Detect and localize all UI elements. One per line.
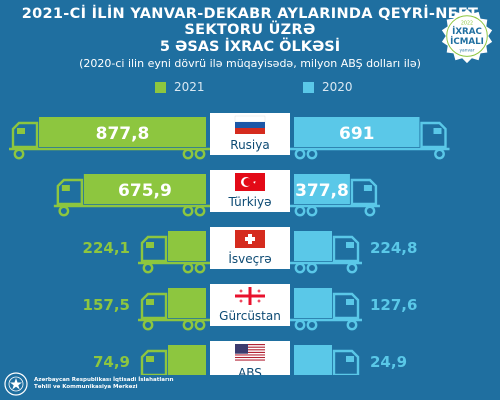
bar-2021-İsveçrə xyxy=(168,231,206,261)
wheel-icon xyxy=(182,262,194,274)
wheel-icon xyxy=(182,319,194,331)
usa-flag-icon xyxy=(235,344,265,362)
russia-flag-icon xyxy=(234,115,266,134)
wheel-icon xyxy=(194,205,206,217)
truck-cab-2020 xyxy=(332,235,360,263)
truck-cab-2021 xyxy=(140,349,168,375)
value-label-2021: 877,8 xyxy=(96,124,150,144)
wheel-icon xyxy=(294,148,306,160)
badge-month: yanvar xyxy=(459,48,474,54)
georgia-flag-icon xyxy=(235,287,265,305)
truck-chart: 877,8 691 Rusiya 675,9 377,8 Türkiyə 224,1 224,… xyxy=(9,113,450,375)
value-label-2020: 127,6 xyxy=(370,296,417,314)
wheel-icon xyxy=(194,148,206,160)
country-label: Rusiya xyxy=(230,138,269,152)
legend-label-2020: 2020 xyxy=(322,80,353,94)
value-label-2020: 24,9 xyxy=(370,353,407,371)
truck-window-2020 xyxy=(433,128,442,134)
wheel-icon xyxy=(306,319,318,331)
page-subtitle: (2020-ci ilin eyni dövrü ilə müqayisədə,… xyxy=(79,57,421,70)
ixrac-icmali-badge-icon: 2022 İXRAC İCMALI yanvar xyxy=(441,8,493,64)
wheel-icon xyxy=(294,262,306,274)
wheel-icon xyxy=(346,262,358,274)
country-label: ABŞ xyxy=(238,366,262,375)
bar-2021-ABŞ xyxy=(168,345,206,375)
value-label-2020: 224,8 xyxy=(370,239,417,257)
wheel-icon xyxy=(294,319,306,331)
bar-2021-Gürcüstan xyxy=(168,288,206,318)
legend-item-2021: 2021 xyxy=(155,80,205,94)
wheel-icon xyxy=(182,148,194,160)
country-label: İsveçrə xyxy=(228,251,271,266)
truck-window-2021 xyxy=(17,128,25,134)
wheel-icon xyxy=(194,262,206,274)
wheel-icon xyxy=(306,262,318,274)
turkey-flag-icon xyxy=(235,173,265,191)
wheel-icon xyxy=(142,319,154,331)
truck-window-2020 xyxy=(346,299,354,305)
bar-2021-Rusiya xyxy=(39,117,206,147)
bar-2020-İsveçrə xyxy=(294,231,332,261)
bar-2020-ABŞ xyxy=(294,345,332,375)
footer-org-line1: Azərbaycan Respublikası İqtisadi İslahat… xyxy=(34,377,174,383)
bar-2020-Gürcüstan xyxy=(294,288,332,318)
legend: 2021 2020 xyxy=(0,80,500,96)
wheel-icon xyxy=(194,319,206,331)
value-label-2020: 377,8 xyxy=(295,181,349,201)
wheel-icon xyxy=(182,205,194,217)
legend-swatch-2020 xyxy=(303,81,314,93)
truck-window-2021 xyxy=(146,242,154,248)
page-title: 2021-Cİ İLİN YANVAR-DEKABR AYLARINDA QEY… xyxy=(21,6,479,38)
truck-window-2020 xyxy=(363,185,372,191)
value-label-2021: 224,1 xyxy=(83,239,130,257)
footer-org-line2: Təhlil və Kommunikasiya Mərkəzi xyxy=(34,384,138,390)
truck-window-2020 xyxy=(346,356,354,362)
truck-cab-2021 xyxy=(11,121,39,149)
truck-cab-2021 xyxy=(56,178,84,206)
country-label: Gürcüstan xyxy=(219,309,281,323)
wheel-icon xyxy=(306,205,318,217)
wheel-icon xyxy=(306,148,318,160)
country-label: Türkiyə xyxy=(228,195,272,209)
value-label-2020: 691 xyxy=(339,124,375,144)
switzerland-flag-icon xyxy=(235,230,265,248)
value-label-2021: 157,5 xyxy=(83,296,130,314)
wheel-icon xyxy=(294,205,306,217)
bar-2020-Türkiyə xyxy=(294,174,350,204)
wheel-icon xyxy=(13,148,25,160)
badge-line2: İCMALI xyxy=(450,36,484,47)
wheel-icon xyxy=(434,148,445,160)
bar-2020-Rusiya xyxy=(294,117,420,147)
badge-line1: İXRAC xyxy=(452,26,482,37)
badge-year: 2022 xyxy=(461,20,473,26)
wheel-icon xyxy=(142,262,154,274)
truck-cab-2021 xyxy=(140,235,168,263)
wheel-icon xyxy=(346,319,358,331)
truck-window-2021 xyxy=(61,185,70,191)
header: 2021-Cİ İLİN YANVAR-DEKABR AYLARINDA QEY… xyxy=(0,6,500,70)
truck-cab-2020 xyxy=(332,292,360,320)
page-title-line2: 5 ƏSAS İXRAC ÖLKƏSİ xyxy=(159,39,341,55)
truck-cab-2020 xyxy=(420,121,447,149)
value-label-2021: 675,9 xyxy=(118,181,172,201)
truck-cab-2020 xyxy=(350,178,378,206)
wheel-icon xyxy=(364,205,376,217)
value-label-2021: 74,9 xyxy=(93,353,130,371)
footer: Azərbaycan Respublikası İqtisadi İslahat… xyxy=(4,372,174,396)
truck-cab-2020 xyxy=(332,349,360,375)
legend-swatch-2021 xyxy=(155,81,166,93)
truck-window-2021 xyxy=(146,356,154,362)
org-logo-icon xyxy=(4,372,28,396)
wheel-icon xyxy=(58,205,70,217)
bar-2021-Türkiyə xyxy=(83,174,206,204)
truck-cab-2021 xyxy=(140,292,168,320)
legend-item-2020: 2020 xyxy=(303,80,353,94)
truck-window-2021 xyxy=(146,299,154,305)
truck-window-2020 xyxy=(346,242,354,248)
legend-label-2021: 2021 xyxy=(174,80,205,94)
